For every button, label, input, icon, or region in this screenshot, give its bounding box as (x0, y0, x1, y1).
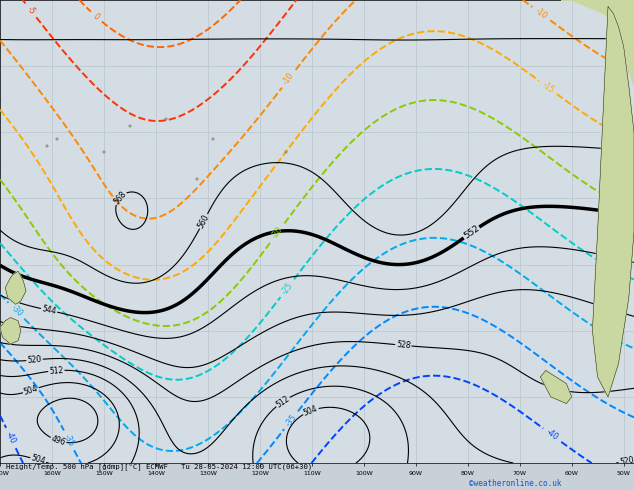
Text: -30: -30 (9, 303, 24, 318)
Text: 504: 504 (23, 384, 39, 397)
Text: -10: -10 (281, 71, 296, 86)
Text: 512: 512 (275, 394, 291, 410)
Polygon shape (0, 318, 21, 344)
Text: 496: 496 (50, 434, 67, 447)
Text: -40: -40 (545, 428, 560, 442)
Polygon shape (592, 0, 634, 397)
Text: 520: 520 (619, 455, 634, 467)
Text: Height/Temp. 500 hPa [gdmp][°C] ECMWF   Tu 28-05-2024 12:00 UTC(06+30): Height/Temp. 500 hPa [gdmp][°C] ECMWF Tu… (6, 464, 313, 471)
Text: ©weatheronline.co.uk: ©weatheronline.co.uk (469, 479, 562, 488)
Text: -20: -20 (271, 225, 285, 240)
Polygon shape (561, 0, 634, 86)
Text: -35: -35 (283, 413, 299, 428)
Text: 560: 560 (196, 213, 211, 230)
Polygon shape (540, 370, 572, 404)
Text: -10: -10 (534, 6, 549, 21)
Text: 544: 544 (41, 304, 57, 316)
Text: 552: 552 (462, 224, 481, 241)
Text: -35: -35 (62, 433, 76, 448)
Text: -40: -40 (4, 430, 18, 445)
Text: 504: 504 (302, 404, 319, 418)
Text: 504: 504 (30, 454, 46, 466)
Text: 0: 0 (91, 12, 101, 22)
Polygon shape (5, 271, 26, 304)
Text: 536: 536 (595, 300, 612, 314)
Text: 568: 568 (611, 34, 625, 43)
Text: 512: 512 (49, 366, 64, 376)
Text: -25: -25 (280, 281, 295, 296)
Text: -15: -15 (540, 80, 555, 95)
Text: 568: 568 (112, 189, 128, 206)
Text: 520: 520 (27, 355, 42, 365)
Text: 528: 528 (396, 340, 411, 350)
Text: -5: -5 (25, 4, 37, 16)
